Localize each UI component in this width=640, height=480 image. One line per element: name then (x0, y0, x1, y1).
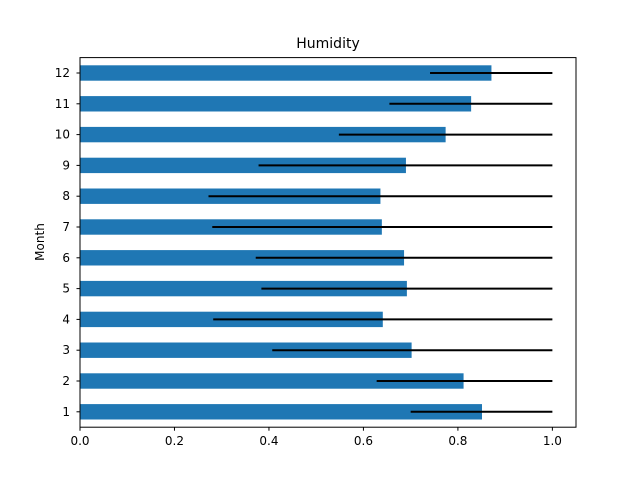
chart-title: Humidity (296, 36, 359, 52)
x-tick-label: 0.0 (70, 434, 89, 448)
x-axis: 0.0 0.2 0.4 0.6 0.8 1.0 (70, 427, 562, 448)
y-tick-label: 10 (55, 128, 70, 142)
bar-month-2 (80, 373, 464, 389)
x-tick-label: 0.8 (448, 434, 467, 448)
y-tick-label: 4 (62, 312, 70, 326)
bar-month-3 (80, 342, 412, 358)
x-tick-label: 0.4 (259, 434, 278, 448)
y-tick-label: 8 (62, 189, 70, 203)
y-tick-label: 12 (55, 66, 70, 80)
x-tick-label: 1.0 (543, 434, 562, 448)
bar-month-9 (80, 157, 406, 174)
y-tick-label: 5 (62, 282, 70, 296)
bar-month-11 (80, 96, 472, 112)
y-tick-label: 6 (62, 251, 70, 265)
y-tick-label: 11 (55, 97, 70, 111)
bars-group (80, 65, 492, 420)
error-bars-group (208, 72, 553, 413)
plot-frame (79, 57, 577, 428)
y-tick-label: 2 (62, 374, 70, 388)
bar-month-12 (80, 65, 492, 81)
bar-month-6 (80, 250, 405, 266)
bar-month-5 (80, 280, 407, 297)
x-tick-label: 0.6 (354, 434, 373, 448)
y-tick-label: 7 (62, 220, 70, 234)
y-axis-label: Month (33, 223, 47, 261)
y-tick-label: 3 (62, 343, 70, 357)
x-tick-label: 0.2 (165, 434, 184, 448)
y-tick-label: 1 (62, 405, 70, 419)
y-tick-label: 9 (62, 158, 70, 172)
bar-month-1 (80, 404, 482, 420)
bar-month-10 (80, 126, 446, 143)
